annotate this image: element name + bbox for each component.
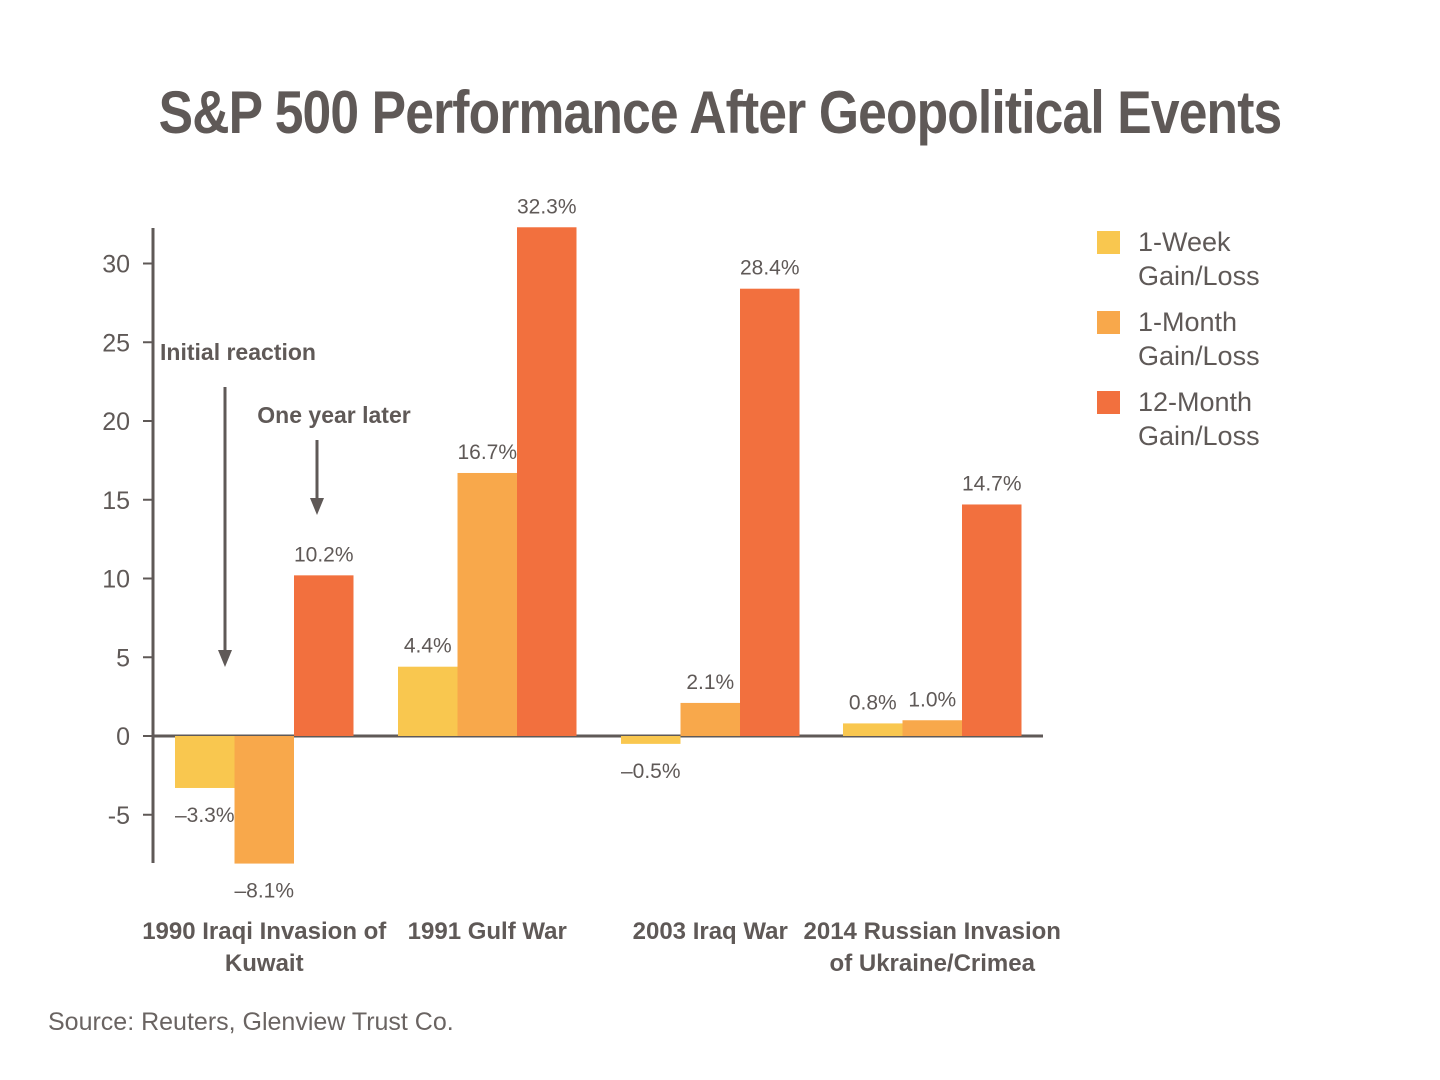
- bar-chart: 30 25 20 15 10 5 0 -5 –3.3% 4.4% –0.5% 0.8% –8.1% 16…: [102, 195, 1061, 977]
- data-label: –3.3%: [175, 804, 235, 827]
- category-labels: 1990 Iraqi Invasion of Kuwait 1991 Gulf Wa…: [142, 918, 1061, 977]
- source-note: Source: Reuters, Glenview Trust Co.: [48, 1008, 454, 1036]
- legend-label: 12-Month Gain/Loss: [1138, 387, 1260, 451]
- legend-label: 1-Week Gain/Loss: [1138, 227, 1260, 291]
- bar: [902, 720, 962, 736]
- chart-title: S&P 500 Performance After Geopolitical E…: [158, 79, 1283, 146]
- data-label: 16.7%: [457, 441, 517, 464]
- data-label: –0.5%: [621, 760, 681, 783]
- annotation-initial-reaction: Initial reaction: [160, 339, 316, 365]
- data-label: 14.7%: [962, 472, 1022, 495]
- bar: [517, 227, 577, 736]
- bar: [294, 575, 354, 736]
- bar: [621, 736, 681, 744]
- legend: 1-Week Gain/Loss 1-Month Gain/Loss 12-Mont…: [1097, 225, 1397, 465]
- legend-item: 1-Month Gain/Loss: [1097, 305, 1397, 373]
- bar: [398, 666, 458, 736]
- y-tick-label: -5: [108, 802, 130, 830]
- data-label: 28.4%: [740, 257, 800, 280]
- bar: [234, 736, 294, 864]
- bar: [740, 288, 800, 736]
- y-tick-label: 25: [102, 329, 130, 357]
- bar: [962, 504, 1022, 736]
- category-label: Kuwait: [225, 950, 304, 977]
- arrow-head: [218, 650, 232, 667]
- bars: [175, 227, 1022, 864]
- legend-label: 1-Month Gain/Loss: [1138, 307, 1260, 371]
- legend-item: 12-Month Gain/Loss: [1097, 385, 1397, 453]
- y-tick-label: 20: [102, 408, 130, 436]
- bar: [680, 702, 740, 736]
- y-tick-label: 10: [102, 566, 130, 594]
- y-tick-label: 0: [116, 723, 130, 751]
- legend-swatch: [1097, 231, 1120, 254]
- bar: [843, 723, 903, 736]
- y-tick-label: 5: [116, 644, 130, 672]
- data-label: 0.8%: [849, 691, 897, 714]
- data-label: 1.0%: [908, 688, 956, 711]
- category-label: 2003 Iraq War: [633, 918, 788, 945]
- data-labels: –3.3% 4.4% –0.5% 0.8% –8.1% 16.7% 2.1% 1.0% 10.2…: [175, 195, 1022, 902]
- data-label: 10.2%: [294, 543, 354, 566]
- annotation-one-year-later: One year later: [257, 402, 410, 428]
- bar: [457, 472, 517, 736]
- y-tick-label: 30: [102, 251, 130, 279]
- y-tick-label: 15: [102, 487, 130, 515]
- category-label: of Ukraine/Crimea: [830, 950, 1036, 977]
- bar: [175, 736, 235, 788]
- annotations: Initial reaction One year later: [160, 339, 411, 667]
- legend-item: 1-Week Gain/Loss: [1097, 225, 1397, 293]
- legend-swatch: [1097, 311, 1120, 334]
- category-label: 2014 Russian Invasion: [804, 918, 1061, 945]
- data-label: –8.1%: [234, 880, 294, 903]
- data-label: 4.4%: [404, 635, 452, 658]
- category-label: 1991 Gulf War: [408, 918, 567, 945]
- arrow-head: [310, 498, 324, 515]
- legend-swatch: [1097, 391, 1120, 414]
- data-label: 32.3%: [517, 195, 577, 218]
- data-label: 2.1%: [686, 671, 734, 694]
- category-label: 1990 Iraqi Invasion of: [142, 918, 387, 945]
